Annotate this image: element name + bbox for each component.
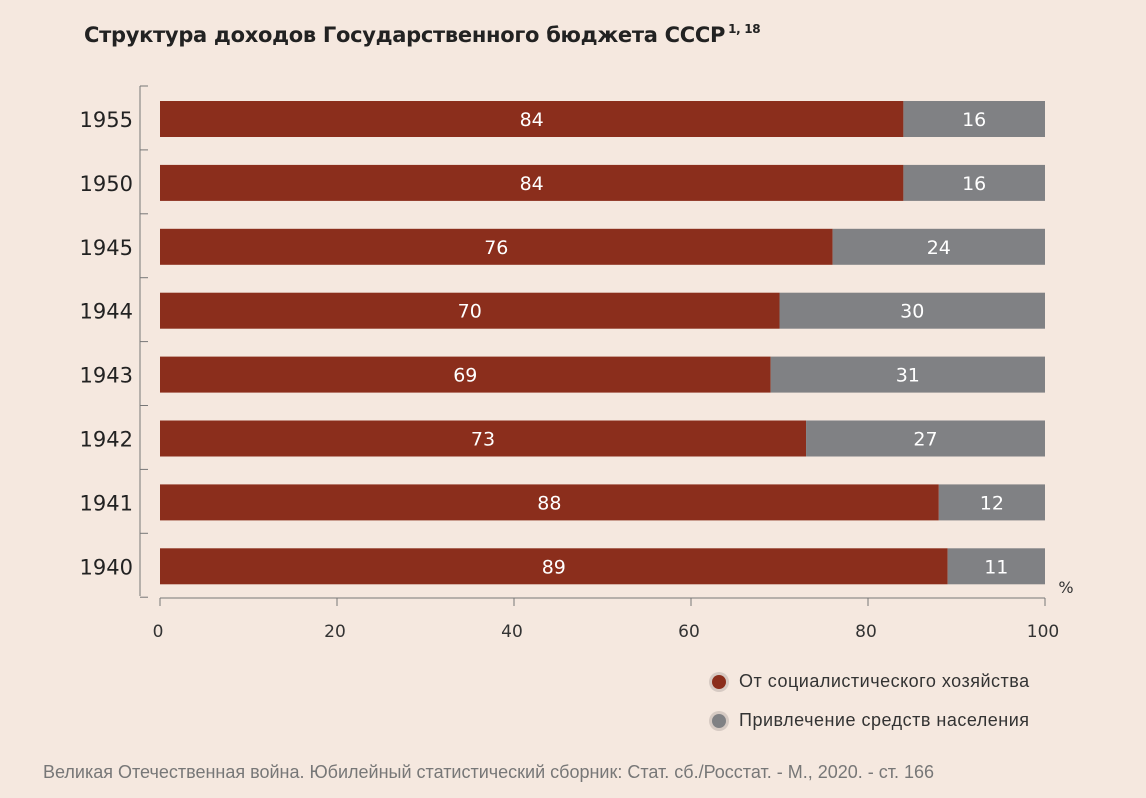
- data-label: 16: [962, 109, 986, 131]
- bar-segment-1943-s0: [160, 356, 771, 393]
- data-label: 69: [453, 365, 477, 387]
- title-footnote: 1, 18: [728, 22, 761, 36]
- legend-label: От социалистического хозяйства: [739, 671, 1030, 691]
- data-label: 84: [520, 173, 544, 195]
- source-note: Великая Отечественная война. Юбилейный с…: [43, 762, 935, 782]
- legend-item-population-funds: Привлечение средств населения: [712, 710, 1030, 731]
- data-label: 73: [471, 429, 495, 451]
- data-label: 24: [927, 237, 951, 259]
- y-tick-label: 1945: [80, 236, 133, 260]
- bar-segment-1943-s1: [770, 356, 1045, 393]
- axes-group: 1955 1950 1945 1944 1943 1942 1941 1940 0 20 40 60 8…: [80, 85, 1074, 642]
- bar-segment-1955-s0: [160, 101, 904, 137]
- data-label: 31: [896, 365, 920, 387]
- bar-segment-1941-s0: [160, 484, 939, 521]
- data-label: 84: [520, 109, 544, 131]
- bar-segment-1942-s1: [806, 420, 1045, 457]
- legend-marker-red: [712, 674, 726, 689]
- y-tick-label: 1955: [80, 108, 133, 132]
- bar-segment-1940-s0: [160, 548, 948, 585]
- bar-segment-1944-s0: [160, 292, 780, 329]
- bar-segment-1940-s1: [947, 548, 1045, 585]
- data-label: 89: [542, 556, 566, 578]
- x-tick-label: 40: [501, 622, 523, 642]
- y-tick-label: 1940: [80, 555, 133, 579]
- bar-segment-1955-s1: [903, 101, 1045, 137]
- legend-label: Привлечение средств населения: [739, 710, 1030, 730]
- y-tick-label: 1941: [80, 491, 133, 515]
- bars-group: 84 16 84 16 76 24 70 30 69 31 73 27 88 12 89 11: [160, 101, 1045, 585]
- bar-segment-1950-s1: [903, 164, 1045, 201]
- chart-title: Структура доходов Государственного бюдже…: [84, 22, 761, 47]
- bar-segment-1944-s1: [779, 292, 1045, 329]
- data-label: 88: [537, 492, 561, 514]
- bar-segment-1941-s1: [938, 484, 1045, 521]
- legend-marker-gray: [712, 713, 726, 728]
- x-tick-label: 100: [1027, 622, 1059, 642]
- x-tick-label: 0: [153, 622, 164, 642]
- y-tick-label: 1944: [80, 300, 133, 324]
- data-label: 16: [962, 173, 986, 195]
- data-label: 70: [458, 301, 482, 323]
- legend-item-socialist-economy: От социалистического хозяйства: [712, 671, 1030, 692]
- data-label: 27: [913, 429, 937, 451]
- x-axis-unit: %: [1058, 578, 1073, 597]
- data-label: 12: [980, 492, 1004, 514]
- data-label: 30: [900, 301, 924, 323]
- y-tick-label: 1942: [80, 428, 133, 452]
- bar-segment-1945-s1: [832, 228, 1045, 265]
- data-label: 11: [984, 556, 1008, 578]
- x-tick-label: 20: [324, 622, 346, 642]
- chart-title-text: Структура доходов Государственного бюдже…: [84, 23, 726, 47]
- data-label: 76: [484, 237, 508, 259]
- y-tick-label: 1943: [80, 364, 133, 388]
- x-tick-label: 80: [855, 622, 877, 642]
- y-tick-label: 1950: [80, 172, 133, 196]
- bar-segment-1942-s0: [160, 420, 807, 457]
- bar-segment-1950-s0: [160, 164, 904, 201]
- x-tick-label: 60: [678, 622, 700, 642]
- bar-segment-1945-s0: [160, 228, 833, 265]
